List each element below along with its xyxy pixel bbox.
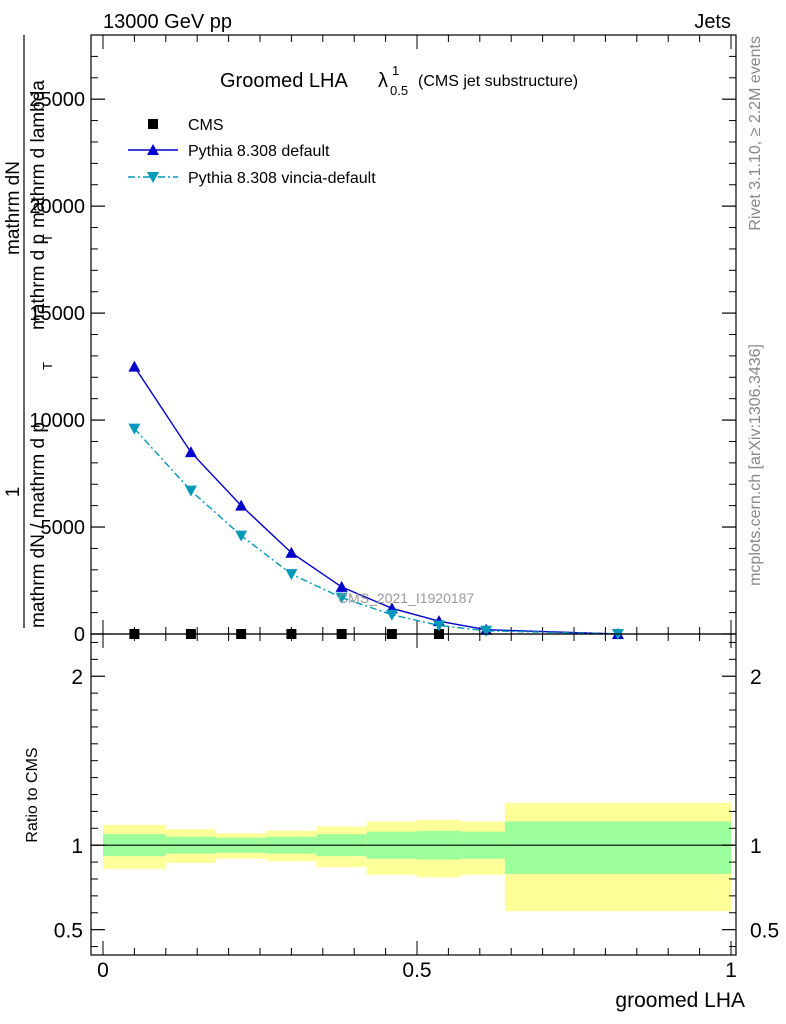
ratio-ticks: 0.5 0.5 1 1 2 2 0 0.5 1	[54, 634, 779, 982]
ratio-ytick-label: 2	[71, 666, 83, 689]
ratio-panel: 0.5 0.5 1 1 2 2 0 0.5 1 Ratio to CMS groomed LHA	[24, 633, 779, 1012]
main-ytick-label: 25000	[29, 89, 85, 111]
series-point-pythia-8-308-vincia-default	[285, 569, 298, 581]
title-lambda: λ	[378, 70, 388, 92]
legend-label-pythia-8-308-vincia-default: Pythia 8.308 vincia-default	[188, 170, 376, 187]
legend-label-pythia-8-308-default: Pythia 8.308 default	[188, 143, 330, 160]
series-point-pythia-8-308-default	[235, 499, 248, 511]
analysis-label: CMS_2021_I1920187	[338, 590, 474, 606]
series-point-pythia-8-308-default	[128, 360, 141, 372]
ylabel-inner-denominator-sub: T	[40, 234, 55, 242]
mcplots-label: mcplots.cern.ch [arXiv:1306.3436]	[747, 344, 764, 586]
legend: CMS Pythia 8.308 default Pythia 8.308 vinc…	[128, 117, 376, 187]
ylabel-inner-numerator: mathrm dN	[3, 161, 24, 255]
ylabel-denominator-a: mathrm dN / mathrm d p	[28, 422, 49, 628]
ratio-xtick-label: 0.5	[402, 959, 431, 982]
ratio-ytick-label: 1	[71, 835, 83, 858]
category-label: Jets	[694, 11, 731, 33]
ratio-ytick-label-right: 2	[750, 666, 762, 689]
legend-label-cms: CMS	[188, 117, 224, 134]
series-point-pythia-8-308-vincia-default	[385, 609, 398, 621]
ratio-ylabel: Ratio to CMS	[24, 747, 41, 842]
chart-title: Groomed LHA λ 1 0.5 (CMS jet substructur…	[220, 63, 578, 98]
main-ytick-label: 10000	[29, 410, 85, 432]
title-superscript: 1	[392, 63, 399, 78]
energy-label: 13000 GeV pp	[103, 11, 232, 33]
ylabel-inner-denominator-b: mathrm d lambda	[28, 80, 49, 228]
series-point-pythia-8-308-vincia-default	[432, 620, 445, 632]
ylabel-denominator-a-sub: T	[40, 362, 55, 370]
title-main: Groomed LHA	[220, 70, 348, 92]
series-point-pythia-8-308-default	[335, 580, 348, 592]
series-point-pythia-8-308-vincia-default	[128, 423, 141, 435]
ratio-ytick-label-right: 1	[750, 835, 762, 858]
x-axis-label: groomed LHA	[615, 989, 745, 1012]
ratio-ytick-label-right: 0.5	[750, 920, 779, 943]
series-point-pythia-8-308-default	[184, 446, 197, 458]
ratio-bands	[91, 802, 736, 912]
ratio-xtick-label: 0	[97, 959, 109, 982]
ratio-band-inner	[504, 821, 731, 874]
series-point-pythia-8-308-vincia-default	[184, 485, 197, 497]
rivet-label: Rivet 3.1.10, ≥ 2.2M events	[747, 36, 764, 231]
legend-marker-pythia-8-308-vincia-default	[147, 172, 159, 183]
title-subscript: 0.5	[390, 83, 408, 98]
ylabel-numerator: 1	[3, 487, 24, 498]
main-panel: 0 5000 10000 15000 20000 25000 CMS_2021_I1920…	[29, 34, 737, 646]
series-point-pythia-8-308-vincia-default	[335, 592, 348, 604]
legend-marker-cms	[148, 119, 158, 129]
ratio-xtick-label: 1	[725, 959, 737, 982]
ylabel-inner-denominator: mathrm d p	[28, 234, 49, 330]
main-ylabel: 1 mathrm dN / mathrm d p T mathrm dN mat…	[3, 35, 55, 628]
title-note: (CMS jet substructure)	[418, 73, 578, 90]
main-ytick-label: 20000	[29, 196, 85, 218]
main-ytick-label: 0	[74, 624, 85, 646]
series-point-pythia-8-308-default	[285, 546, 298, 558]
legend-marker-pythia-8-308-default	[147, 144, 159, 155]
ratio-ytick-label: 0.5	[54, 920, 83, 943]
main-ytick-label: 5000	[41, 517, 86, 539]
main-ytick-label: 15000	[29, 303, 85, 325]
series-point-pythia-8-308-vincia-default	[480, 625, 493, 637]
main-y-ticks: 0 5000 10000 15000 20000 25000	[29, 35, 736, 646]
series-point-pythia-8-308-vincia-default	[235, 530, 248, 542]
